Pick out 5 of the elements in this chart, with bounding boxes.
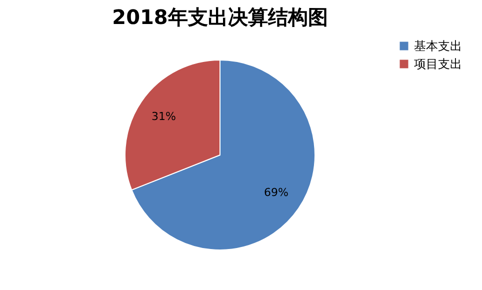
- legend-label: 基本支出: [414, 39, 462, 53]
- legend-label: 项目支出: [414, 57, 462, 71]
- chart-title: 2018年支出决算结构图: [112, 5, 328, 29]
- data-label: 69%: [264, 186, 288, 200]
- data-label: 31%: [152, 110, 176, 123]
